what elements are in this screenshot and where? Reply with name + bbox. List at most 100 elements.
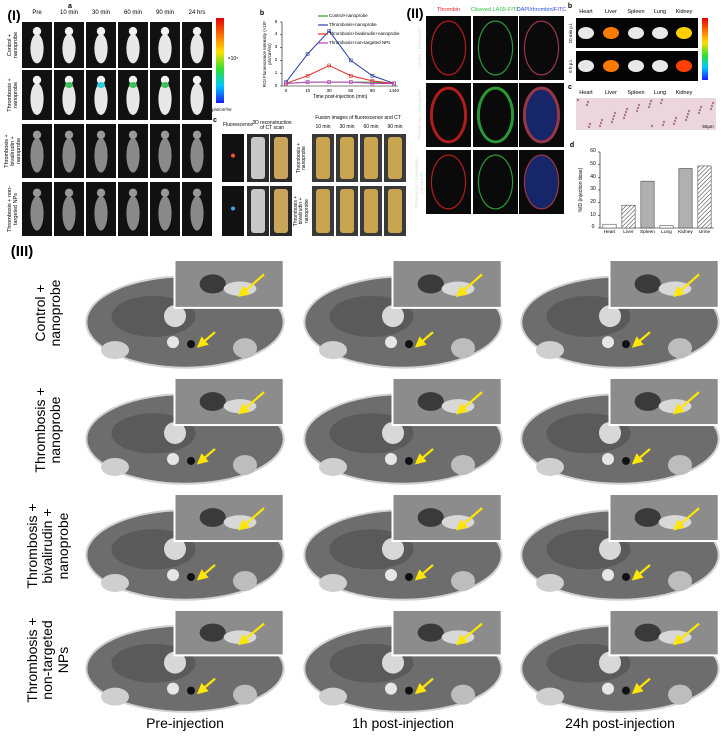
arrow bbox=[196, 448, 216, 465]
arrow bbox=[196, 331, 216, 348]
mri-structure bbox=[599, 305, 621, 328]
image-fusion bbox=[316, 189, 330, 233]
image-texture bbox=[684, 118, 688, 122]
image-mouse bbox=[30, 83, 44, 115]
image-mouse-head bbox=[128, 27, 138, 36]
image-texture bbox=[647, 105, 651, 109]
mri-structure bbox=[599, 421, 621, 444]
image-mouse bbox=[94, 33, 108, 64]
image bbox=[519, 16, 564, 80]
y-tick-label: 0 bbox=[274, 82, 278, 88]
subpanel-letter: b bbox=[567, 3, 573, 11]
image-mouse-head bbox=[128, 75, 138, 85]
stain-label: Thrombin bbox=[436, 6, 461, 13]
point bbox=[327, 63, 332, 68]
y-tick-label: 2 bbox=[274, 56, 278, 62]
mri-structure bbox=[164, 537, 186, 560]
column-header: Fluorescence bbox=[222, 122, 253, 129]
mri-structure bbox=[101, 687, 129, 706]
image-texture bbox=[698, 108, 702, 112]
mri-structure bbox=[622, 572, 630, 581]
bar bbox=[697, 165, 712, 229]
image-mouse bbox=[94, 138, 108, 173]
image-texture bbox=[598, 124, 602, 128]
arrow bbox=[631, 564, 651, 581]
mri-structure bbox=[602, 452, 614, 465]
image-texture bbox=[659, 101, 663, 105]
subpanel-letter: c bbox=[568, 84, 572, 92]
inset-structure bbox=[658, 630, 692, 645]
point bbox=[305, 52, 310, 56]
mri-structure bbox=[187, 456, 195, 465]
image-mouse bbox=[94, 83, 108, 115]
panel-label: (III) bbox=[10, 242, 34, 260]
arrow bbox=[455, 622, 483, 646]
mri-structure bbox=[187, 572, 195, 581]
subpanel-letter: c bbox=[213, 117, 217, 125]
inset-structure bbox=[199, 392, 226, 411]
image bbox=[473, 150, 518, 214]
mri-structure bbox=[164, 305, 186, 328]
mri-structure bbox=[602, 568, 614, 581]
image-texture bbox=[611, 117, 615, 121]
image-organ bbox=[676, 60, 692, 72]
x-axis-label: Time post-injection (min) bbox=[312, 94, 368, 101]
group-label: Thrombosis + bivalirudin + nanoprobe bbox=[292, 195, 310, 227]
point bbox=[370, 79, 375, 83]
mri-structure bbox=[187, 340, 195, 349]
line-series bbox=[285, 30, 395, 84]
mri-structure bbox=[382, 305, 404, 328]
group-label: Thrombosis + bivalirudin + nanoprobe bbox=[23, 503, 71, 589]
image-texture bbox=[697, 111, 701, 115]
image-texture bbox=[636, 106, 640, 110]
image-vessel bbox=[429, 86, 468, 144]
inset-structure bbox=[441, 630, 475, 645]
image-mouse-head bbox=[32, 188, 42, 197]
inset-structure bbox=[441, 515, 475, 530]
image-signal bbox=[161, 82, 169, 88]
arrow bbox=[414, 331, 434, 348]
group-label: Thrombosis + nanoprobe bbox=[6, 78, 19, 112]
timepoint-label: 30 min bbox=[91, 9, 110, 16]
x-tick-label: Spleen bbox=[640, 230, 655, 236]
mri-structure bbox=[668, 684, 692, 705]
image-mouse-head bbox=[64, 188, 74, 197]
mri-structure bbox=[233, 454, 257, 475]
image-mouse-head bbox=[64, 130, 74, 139]
image-mouse-head bbox=[96, 188, 106, 197]
image-texture bbox=[612, 114, 616, 118]
timepoint-label: 24h post-injection bbox=[565, 715, 675, 732]
column-header: 3D reconstruction of CT scan bbox=[252, 119, 292, 131]
x-tick-label: 30 bbox=[326, 87, 332, 93]
image-signal bbox=[231, 153, 235, 158]
inset-structure bbox=[223, 515, 257, 530]
inset-structure bbox=[417, 392, 444, 411]
legend-label: Thrombosis+nanoprobe bbox=[329, 21, 377, 27]
arrow bbox=[673, 273, 700, 298]
arrow bbox=[456, 391, 483, 415]
image-mouse bbox=[190, 138, 204, 173]
subpanel-letter: a bbox=[68, 3, 72, 11]
mri-structure bbox=[385, 682, 397, 695]
mri-structure bbox=[451, 570, 475, 591]
arrow bbox=[238, 273, 265, 298]
mri-structure bbox=[319, 341, 347, 360]
mri-structure bbox=[233, 570, 257, 591]
bar bbox=[602, 223, 617, 229]
group-label: Control + nanoprobe bbox=[6, 31, 19, 59]
timepoint-label: 6 h p.i. bbox=[567, 59, 573, 73]
image-texture bbox=[625, 107, 629, 111]
image-texture bbox=[599, 121, 603, 125]
mri-structure bbox=[405, 340, 413, 349]
x-tick-label: 60 bbox=[348, 87, 354, 93]
mri-structure bbox=[385, 336, 397, 349]
organ-label: Liver bbox=[605, 89, 617, 96]
image-texture bbox=[650, 124, 654, 128]
mri-structure bbox=[382, 651, 404, 674]
mri-structure bbox=[385, 568, 397, 581]
mri-structure bbox=[167, 568, 179, 581]
arrow bbox=[237, 622, 265, 646]
bar bbox=[659, 225, 674, 229]
image-texture bbox=[649, 99, 653, 103]
point bbox=[305, 80, 310, 84]
